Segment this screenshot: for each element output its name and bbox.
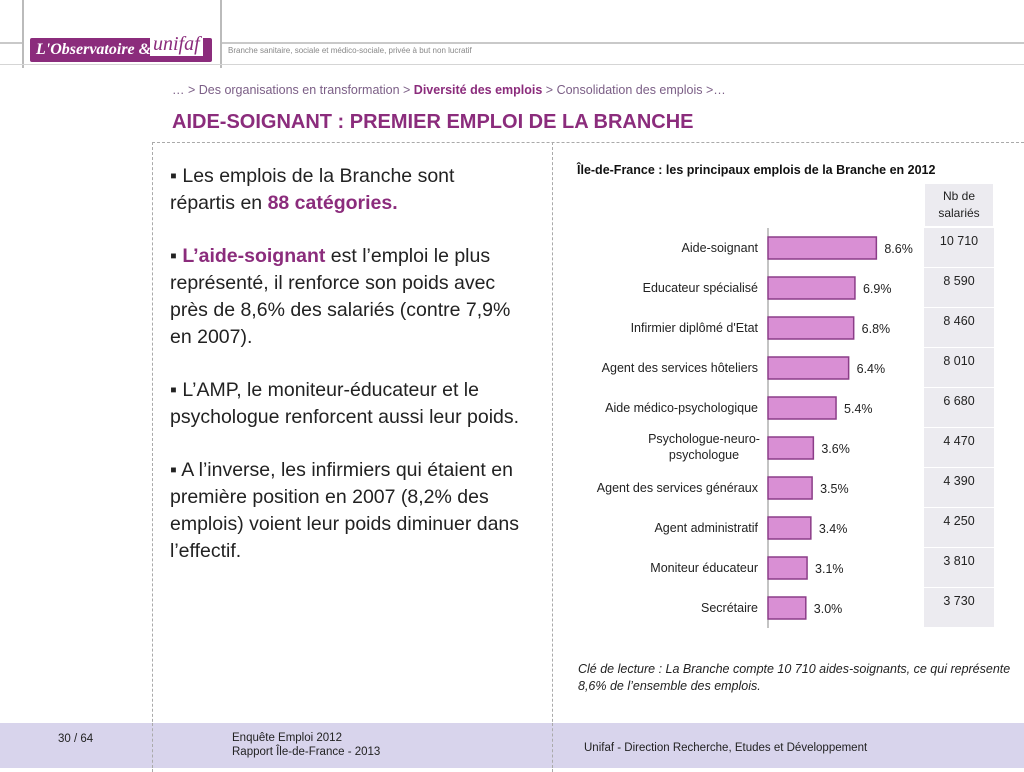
value-label-3: 6.8% [862, 322, 891, 336]
footer-report-line1: Enquête Emploi 2012 [232, 732, 342, 744]
salaries-cell-3: 8 460 [924, 308, 994, 348]
category-label-3: Infirmier diplômé d'Etat [631, 321, 759, 335]
bullet-2-text: est l’emploi le plus représenté, il renf… [170, 245, 511, 348]
category-label-1: Aide-soignant [682, 241, 759, 255]
salaries-cell-9: 3 810 [924, 548, 994, 588]
breadcrumb-prefix: … > Des organisations en transformation … [172, 83, 414, 97]
value-label-1: 8.6% [884, 242, 913, 256]
salaries-cell-8: 4 250 [924, 508, 994, 548]
value-label-7: 3.5% [820, 482, 849, 496]
salaries-cell-6: 4 470 [924, 428, 994, 468]
table-header: Nb de salariés [924, 183, 994, 227]
bullet-2: ▪ L’aide-soignant est l’emploi le plus r… [170, 245, 511, 348]
bullet-1: ▪ Les emplois de la Branche sont réparti… [170, 165, 455, 214]
salaries-cell-1: 10 710 [924, 228, 994, 268]
category-label-2: Educateur spécialisé [643, 281, 758, 295]
divider-top [152, 142, 1024, 143]
bar-3 [767, 316, 855, 340]
bar-2 [767, 276, 856, 300]
bar-7 [767, 476, 813, 500]
bullet-3: ▪ L’AMP, le moniteur-éducateur et le psy… [170, 379, 520, 428]
salaries-cell-4: 8 010 [924, 348, 994, 388]
bullet-1-highlight: 88 catégories. [267, 192, 398, 214]
value-label-10: 3.0% [814, 602, 843, 616]
logo-amp: & [138, 41, 152, 58]
chart-title: Île-de-France : les principaux emplois d… [577, 163, 936, 177]
bar-4 [767, 356, 850, 380]
category-label-8: Agent administratif [654, 521, 758, 535]
footer-divider-2 [552, 723, 553, 768]
footer-organisation: Unifaf - Direction Recherche, Etudes et … [584, 742, 868, 754]
bullet-4: ▪ A l’inverse, les infirmiers qui étaien… [170, 459, 520, 562]
page-number: 30 / 64 [58, 733, 94, 745]
reading-key-caption: Clé de lecture : La Branche compte 10 71… [578, 662, 1011, 693]
footer-bar [0, 723, 1024, 768]
bullet-4-text: A l’inverse, les infirmiers qui étaient … [170, 459, 520, 562]
salaries-cell-7: 4 390 [924, 468, 994, 508]
page-title: AIDE-SOIGNANT : PREMIER EMPLOI DE LA BRA… [172, 111, 694, 133]
bullet-3-text: L’AMP, le moniteur-éducateur et le psych… [170, 379, 520, 428]
bullet-2-highlight: L’aide-soignant [182, 245, 326, 267]
bar-6 [767, 436, 815, 460]
bullet-1-text: Les emplois de la Branche sont répartis … [170, 165, 455, 214]
value-label-6: 3.6% [821, 442, 850, 456]
bar-1 [767, 236, 878, 260]
footer-report: Enquête Emploi 2012 Rapport Île-de-Franc… [232, 731, 380, 759]
divider-left [152, 142, 153, 772]
bar-5 [767, 396, 837, 420]
logo-text: L'Observatoire [36, 41, 135, 58]
logo-unifaf: unifaf [150, 33, 203, 56]
breadcrumb-current[interactable]: Diversité des emplois [413, 83, 543, 97]
salaries-cell-2: 8 590 [924, 268, 994, 308]
category-label-9: Moniteur éducateur [650, 561, 758, 575]
bar-chart: 8.6% Aide-soignant 6.9% Educateur spécialis… [597, 228, 913, 628]
category-label-6: Psychologue-neuro-psychologue [648, 432, 760, 462]
footer-divider [152, 723, 153, 768]
header-line-lower [0, 64, 1024, 65]
value-label-9: 3.1% [815, 562, 844, 576]
value-label-5: 5.4% [844, 402, 873, 416]
header-tagline: Branche sanitaire, sociale et médico-soc… [228, 46, 472, 55]
logo-observatoire: L'Observatoire & [36, 41, 151, 59]
category-label-10: Secrétaire [701, 601, 758, 615]
bar-8 [767, 516, 812, 540]
category-label-7: Agent des services généraux [597, 481, 759, 495]
category-label-5: Aide médico-psychologique [605, 401, 758, 415]
header-line [0, 42, 1024, 44]
bar-9 [767, 556, 808, 580]
divider-middle [552, 142, 553, 772]
bar-10 [767, 596, 807, 620]
salaries-cell-10: 3 730 [924, 588, 994, 628]
value-label-8: 3.4% [819, 522, 848, 536]
footer-report-line2: Rapport Île-de-France - 2013 [232, 746, 381, 758]
breadcrumb-suffix: > Consolidation des emplois >… [542, 83, 726, 97]
breadcrumb: … > Des organisations en transformation … [172, 83, 726, 97]
category-label-4: Agent des services hôteliers [602, 361, 758, 375]
value-label-4: 6.4% [857, 362, 886, 376]
salaries-cell-5: 6 680 [924, 388, 994, 428]
value-label-2: 6.9% [863, 282, 892, 296]
bullet-text: ▪ Les emplois de la Branche sont réparti… [170, 163, 520, 591]
